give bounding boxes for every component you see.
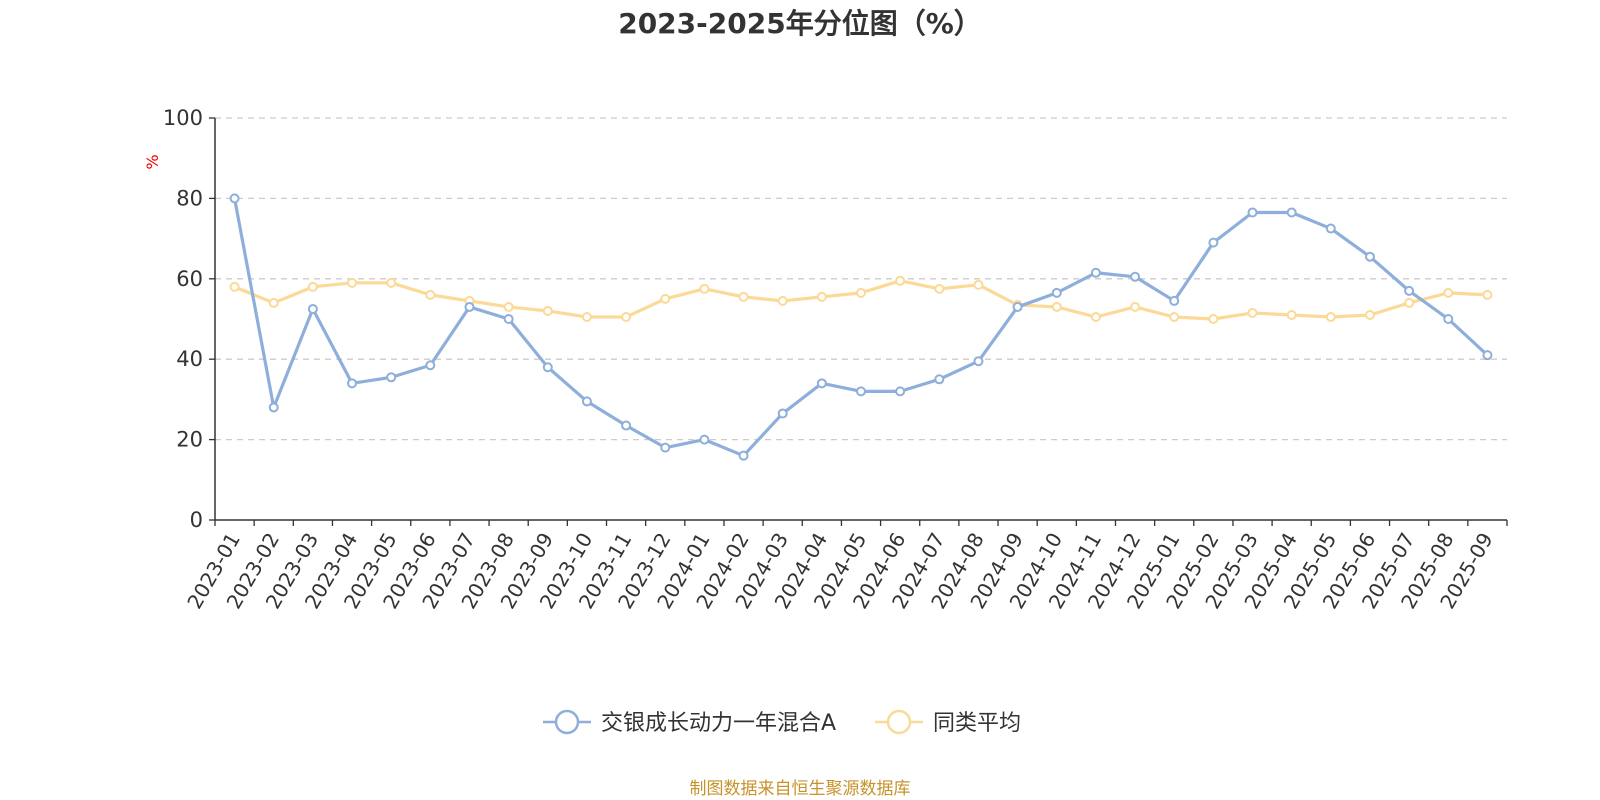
data-point (1482, 350, 1493, 361)
data-point (1130, 301, 1141, 312)
data-point (777, 408, 788, 419)
data-point (1208, 237, 1219, 248)
data-point (1325, 223, 1336, 234)
data-point (347, 277, 358, 288)
data-point (464, 301, 475, 312)
legend-item[interactable]: 同类平均 (875, 709, 1021, 736)
data-point (1169, 311, 1180, 322)
data-point (816, 291, 827, 302)
data-point (1090, 311, 1101, 322)
data-point (777, 295, 788, 306)
data-point (1286, 309, 1297, 320)
data-point (934, 374, 945, 385)
data-point (660, 293, 671, 304)
data-point (425, 360, 436, 371)
legend-label: 同类平均 (933, 711, 1021, 736)
data-point (542, 305, 553, 316)
data-point (581, 396, 592, 407)
chart-title: 2023-2025年分位图（%） (618, 7, 982, 40)
legend-label: 交银成长动力一年混合A (601, 711, 836, 736)
y-tick-label: 0 (190, 508, 203, 532)
data-point (1051, 287, 1062, 298)
data-point (934, 283, 945, 294)
series-1 (229, 275, 1493, 324)
data-point (386, 277, 397, 288)
data-point (973, 356, 984, 367)
y-tick-label: 80 (176, 186, 203, 210)
data-point (1130, 271, 1141, 282)
data-point (503, 301, 514, 312)
data-point (699, 434, 710, 445)
series-lines (229, 193, 1493, 461)
data-point (973, 279, 984, 290)
data-point (229, 193, 240, 204)
y-tick-label: 100 (163, 106, 203, 130)
data-point (1443, 314, 1454, 324)
data-point (895, 275, 906, 286)
data-point (503, 314, 514, 324)
data-point (1247, 207, 1258, 218)
data-point (816, 378, 827, 389)
data-point (621, 420, 632, 431)
series-line (232, 196, 1490, 458)
data-point (621, 311, 632, 322)
data-point (1404, 285, 1415, 296)
data-point (229, 281, 240, 292)
data-point (425, 289, 436, 300)
data-point (738, 450, 749, 461)
data-point (1208, 314, 1219, 324)
data-point (1364, 251, 1375, 262)
data-point (1364, 309, 1375, 320)
data-point (1286, 207, 1297, 218)
data-point (386, 372, 397, 383)
source-note: 制图数据来自恒生聚源数据库 (689, 779, 911, 799)
data-point (895, 386, 906, 397)
legend-circle-icon (886, 709, 912, 735)
legend-circle-icon (554, 709, 580, 735)
data-point (1090, 267, 1101, 278)
data-point (1482, 289, 1493, 300)
data-point (268, 297, 279, 308)
data-point (1012, 301, 1023, 312)
data-point (1325, 311, 1336, 322)
data-point (856, 386, 866, 397)
data-point (1404, 297, 1415, 308)
data-point (307, 303, 318, 314)
data-point (1169, 295, 1180, 306)
legend-item[interactable]: 交银成长动力一年混合A (543, 709, 836, 736)
data-point (1443, 287, 1454, 298)
y-tick-label: 20 (176, 428, 203, 452)
data-point (1247, 307, 1258, 318)
legend[interactable]: 交银成长动力一年混合A 同类平均 (543, 709, 1021, 736)
data-point (581, 311, 592, 322)
data-point (1051, 301, 1062, 312)
data-point (347, 378, 358, 389)
data-point (856, 287, 866, 298)
y-tick-label: 60 (176, 267, 203, 291)
series-0 (229, 193, 1493, 461)
data-point (268, 402, 279, 413)
y-tick-label: 40 (176, 347, 203, 371)
series-line (232, 279, 1490, 321)
data-point (699, 283, 710, 294)
data-point (542, 362, 553, 373)
y-axis-label: % (143, 154, 162, 169)
data-point (307, 281, 318, 292)
data-point (660, 442, 671, 453)
data-point (738, 291, 749, 302)
